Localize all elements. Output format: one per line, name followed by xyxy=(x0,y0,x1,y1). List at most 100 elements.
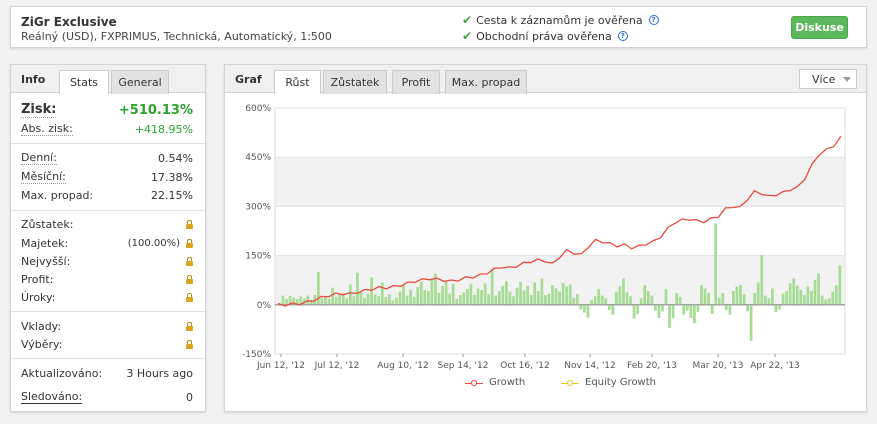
updated-value: 3 Hours ago xyxy=(126,367,193,380)
bar xyxy=(281,295,285,305)
tab-general[interactable]: General xyxy=(111,70,169,94)
bar xyxy=(341,293,345,305)
bar xyxy=(494,295,498,305)
lock-icon[interactable] xyxy=(186,257,193,266)
bar xyxy=(363,297,366,305)
system-header: ZiGr Exclusive Reálný (USD), FXPRIMUS, T… xyxy=(10,6,867,48)
bar xyxy=(625,292,629,305)
bar xyxy=(661,304,664,312)
bar xyxy=(781,293,785,305)
tab-drawdown[interactable]: Max. propad xyxy=(445,70,527,94)
y-tick-label: 150% xyxy=(245,252,271,262)
tab-growth[interactable]: Růst xyxy=(274,70,321,94)
bar xyxy=(426,291,430,305)
bar xyxy=(724,304,728,311)
lock-icon[interactable] xyxy=(186,220,193,229)
x-tick-label: Apr 22, '13 xyxy=(750,361,800,371)
bar xyxy=(792,278,796,305)
bar xyxy=(380,282,384,305)
deposits-label: Vklady: xyxy=(21,320,62,333)
bar xyxy=(384,296,388,305)
bar xyxy=(689,304,693,318)
bar xyxy=(771,288,774,305)
bar xyxy=(402,285,405,305)
bar xyxy=(700,285,703,305)
bar xyxy=(693,304,696,324)
growth-chart[interactable]: 600% 450% 300% 150% 0% -150%Jun 12, '12 Jul 12… xyxy=(225,94,866,374)
bar xyxy=(586,304,590,318)
bar xyxy=(444,281,448,305)
daily-value: 0.54% xyxy=(158,151,193,165)
bar xyxy=(508,291,512,305)
legend-line-icon xyxy=(561,378,579,388)
bar xyxy=(288,295,292,305)
legend-growth-label: Growth xyxy=(489,377,526,388)
bar xyxy=(583,304,586,313)
bar xyxy=(600,295,604,305)
bar xyxy=(317,272,320,305)
bar xyxy=(462,292,466,305)
bar xyxy=(345,298,349,305)
bar xyxy=(387,294,391,305)
bar xyxy=(561,283,565,305)
highest-row: Nejvyšší: xyxy=(21,255,193,268)
bar xyxy=(551,285,554,305)
withdrawals-label: Výběry: xyxy=(21,338,63,351)
bar xyxy=(519,281,522,305)
bar xyxy=(643,285,647,305)
plot-area xyxy=(274,107,846,355)
divider xyxy=(11,358,205,359)
bar xyxy=(522,290,526,305)
bar xyxy=(455,298,459,305)
tab-stats[interactable]: Stats xyxy=(59,70,109,94)
bar xyxy=(824,299,828,305)
bar xyxy=(533,282,537,305)
help-icon[interactable]: ? xyxy=(617,31,628,41)
bar xyxy=(763,295,767,305)
bar xyxy=(324,296,327,305)
legend-line-icon xyxy=(465,378,483,388)
help-icon[interactable]: ? xyxy=(648,15,659,25)
updated-label: Aktualizováno: xyxy=(21,367,103,380)
bar xyxy=(806,286,810,305)
lock-icon[interactable] xyxy=(186,275,193,284)
bar xyxy=(487,293,491,305)
divider xyxy=(11,143,205,144)
lock-icon[interactable] xyxy=(186,340,193,349)
bar xyxy=(356,272,359,305)
bar xyxy=(405,295,409,305)
discussion-button[interactable]: Diskuse xyxy=(791,16,848,39)
bar xyxy=(568,284,572,305)
lock-icon[interactable] xyxy=(186,322,193,331)
verify-track-row: ✔ Cesta k záznamům je ověřena ? xyxy=(462,13,659,27)
bar xyxy=(696,304,700,313)
tracking-label[interactable]: Sledováno: xyxy=(21,390,83,404)
bar xyxy=(398,291,402,305)
legend-equity-label: Equity Growth xyxy=(585,377,656,388)
legend-equity[interactable]: Equity Growth xyxy=(561,377,656,388)
bar xyxy=(480,290,483,305)
equity-row: Majetek: (100.00%) xyxy=(21,237,193,250)
abs-gain-label[interactable]: Abs. zisk: xyxy=(21,122,73,136)
chevron-down-icon xyxy=(843,77,851,82)
lock-icon[interactable] xyxy=(186,239,193,248)
daily-label[interactable]: Denní: xyxy=(21,151,57,165)
more-label: Více xyxy=(812,72,836,86)
profit-row: Profit: xyxy=(21,273,193,286)
check-icon: ✔ xyxy=(462,13,473,27)
interest-row: Úroky: xyxy=(21,291,193,304)
bar xyxy=(593,296,597,305)
system-name[interactable]: ZiGr Exclusive xyxy=(21,15,117,29)
tab-balance[interactable]: Zůstatek xyxy=(323,70,387,94)
monthly-label[interactable]: Měsíční: xyxy=(21,170,66,184)
balance-row: Zůstatek: xyxy=(21,218,193,231)
bar xyxy=(604,298,608,305)
deposits-row: Vklady: xyxy=(21,320,193,333)
tab-profit[interactable]: Profit xyxy=(392,70,440,94)
bar xyxy=(476,288,480,305)
more-dropdown[interactable]: Více xyxy=(799,69,857,89)
lock-icon[interactable] xyxy=(186,293,193,302)
gain-label[interactable]: Zisk: xyxy=(21,102,57,118)
bar xyxy=(458,294,462,305)
legend-growth[interactable]: Growth xyxy=(465,377,525,388)
